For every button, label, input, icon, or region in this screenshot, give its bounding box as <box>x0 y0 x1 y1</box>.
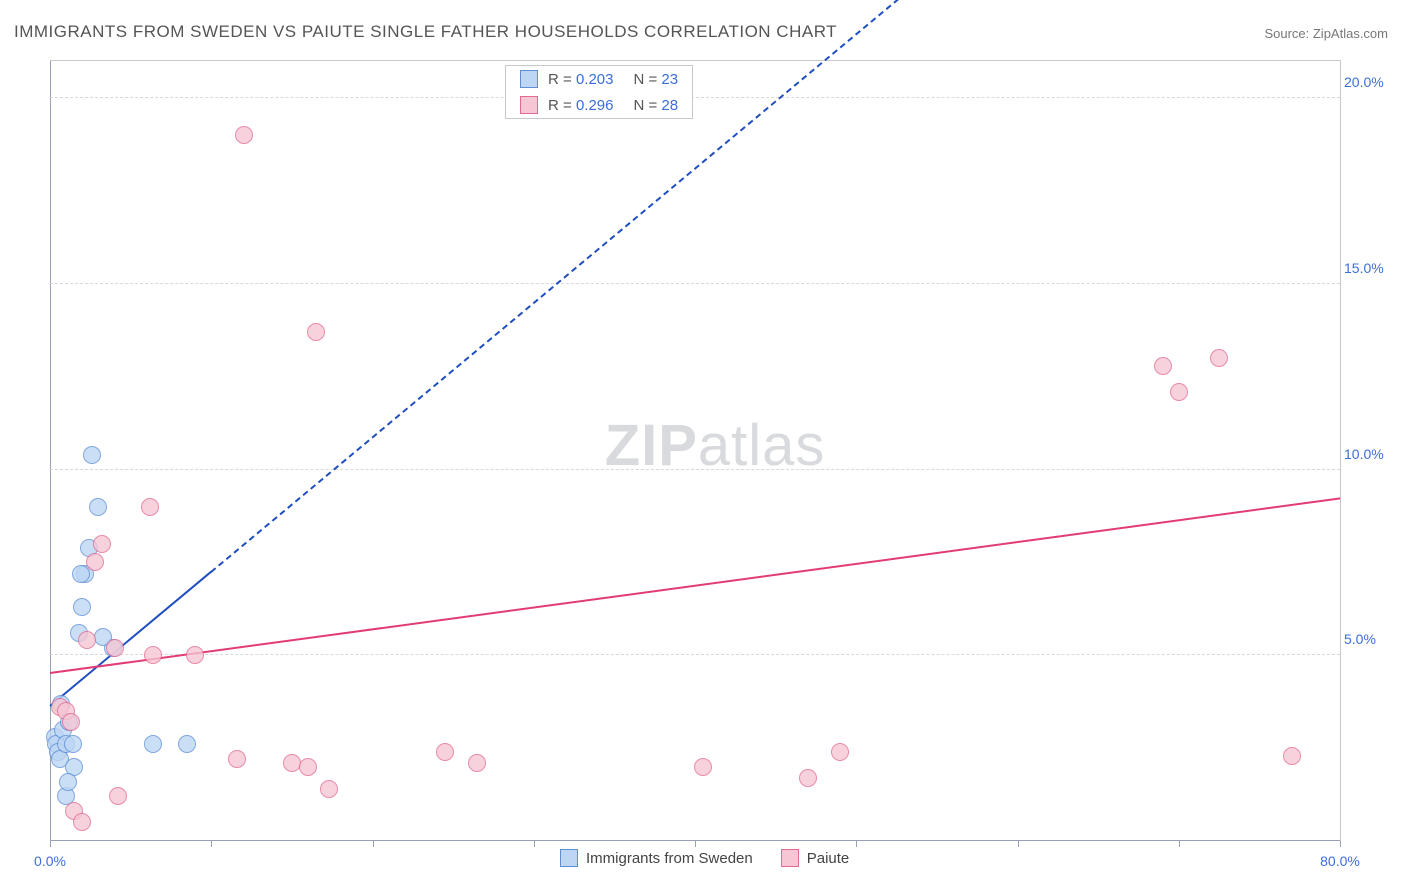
data-point <box>106 639 124 657</box>
data-point <box>109 787 127 805</box>
data-point <box>1210 349 1228 367</box>
x-tick-label: 80.0% <box>1320 853 1360 869</box>
y-tick-label: 5.0% <box>1344 631 1398 647</box>
data-point <box>89 498 107 516</box>
n-label: N = 28 <box>633 97 678 114</box>
n-value: 23 <box>661 71 678 88</box>
source-label: Source: <box>1264 26 1312 41</box>
data-point <box>144 735 162 753</box>
trend-line <box>50 497 1340 674</box>
data-point <box>73 598 91 616</box>
chart-title: IMMIGRANTS FROM SWEDEN VS PAIUTE SINGLE … <box>14 22 837 42</box>
legend-label: Immigrants from Sweden <box>586 850 753 867</box>
stats-row: R = 0.203 N = 23 <box>506 66 692 92</box>
r-value: 0.296 <box>576 97 614 114</box>
r-label: R = 0.203 <box>548 71 613 88</box>
gridline <box>50 654 1340 655</box>
data-point <box>141 498 159 516</box>
gridline <box>50 283 1340 284</box>
data-point <box>1154 357 1172 375</box>
data-point <box>831 743 849 761</box>
data-point <box>1283 747 1301 765</box>
data-point <box>1170 383 1188 401</box>
data-point <box>73 813 91 831</box>
data-point <box>186 646 204 664</box>
data-point <box>64 735 82 753</box>
data-point <box>86 553 104 571</box>
data-point <box>178 735 196 753</box>
data-point <box>320 780 338 798</box>
plot-area: ZIPatlas 5.0%10.0%15.0%20.0%0.0%80.0%R =… <box>50 60 1341 841</box>
legend-item: Immigrants from Sweden <box>560 849 753 867</box>
data-point <box>694 758 712 776</box>
x-tick <box>534 841 535 847</box>
stats-row: R = 0.296 N = 28 <box>506 92 692 118</box>
source-attribution: Source: ZipAtlas.com <box>1264 26 1388 41</box>
x-tick <box>1340 841 1341 847</box>
legend-swatch <box>560 849 578 867</box>
data-point <box>436 743 454 761</box>
data-point <box>83 446 101 464</box>
y-tick-label: 15.0% <box>1344 260 1398 276</box>
data-point <box>299 758 317 776</box>
legend-label: Paiute <box>807 850 850 867</box>
r-value: 0.203 <box>576 71 614 88</box>
x-tick-label: 0.0% <box>34 853 66 869</box>
data-point <box>144 646 162 664</box>
data-point <box>468 754 486 772</box>
data-point <box>228 750 246 768</box>
y-tick-label: 20.0% <box>1344 74 1398 90</box>
data-point <box>59 773 77 791</box>
series-legend: Immigrants from Sweden Paiute <box>560 849 849 867</box>
x-tick <box>695 841 696 847</box>
n-value: 28 <box>661 97 678 114</box>
x-tick <box>50 841 51 847</box>
gridline <box>50 469 1340 470</box>
x-tick <box>856 841 857 847</box>
x-tick <box>373 841 374 847</box>
data-point <box>307 323 325 341</box>
data-point <box>799 769 817 787</box>
n-label: N = 23 <box>633 71 678 88</box>
data-point <box>62 713 80 731</box>
data-point <box>283 754 301 772</box>
legend-swatch <box>520 96 538 114</box>
y-tick-label: 10.0% <box>1344 446 1398 462</box>
stats-legend: R = 0.203 N = 23 R = 0.296 N = 28 <box>505 65 693 119</box>
data-point <box>235 126 253 144</box>
y-axis <box>50 61 51 841</box>
data-point <box>78 631 96 649</box>
gridline <box>50 97 1340 98</box>
source-link[interactable]: ZipAtlas.com <box>1313 26 1388 41</box>
x-tick <box>1018 841 1019 847</box>
legend-item: Paiute <box>781 849 850 867</box>
legend-swatch <box>520 70 538 88</box>
x-tick <box>1179 841 1180 847</box>
legend-swatch <box>781 849 799 867</box>
x-tick <box>211 841 212 847</box>
data-point <box>93 535 111 553</box>
r-label: R = 0.296 <box>548 97 613 114</box>
